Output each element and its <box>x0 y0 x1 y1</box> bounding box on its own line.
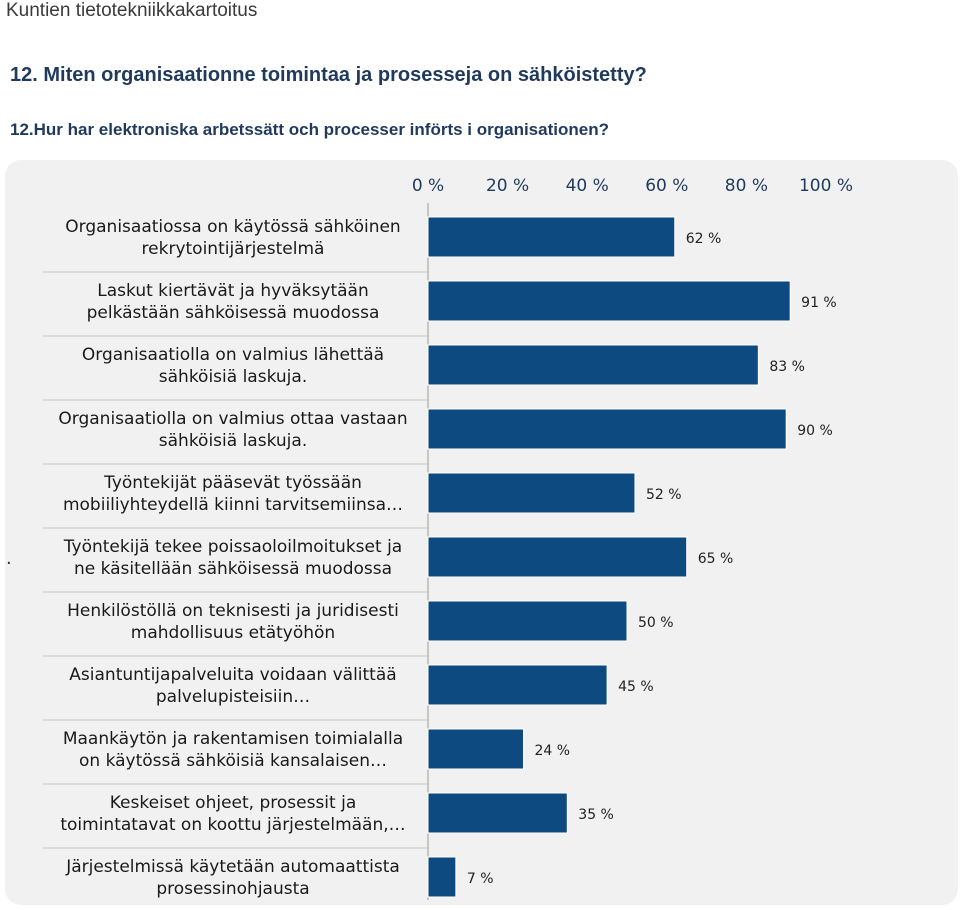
category-label: Laskut kiertävät ja hyväksytään pelkästää… <box>87 281 380 323</box>
category-label: Organisaatiolla on valmius ottaa vastaan… <box>58 409 407 451</box>
category-label: Keskeiset ohjeet, prosessit ja toimintata… <box>60 793 405 835</box>
chart-row: Organisaatiolla on valmius lähettää sähkö… <box>42 335 805 387</box>
data-label: 91 % <box>801 295 837 311</box>
data-label: 45 % <box>618 679 654 695</box>
x-tick-label: 80 % <box>725 176 768 196</box>
bar <box>427 728 525 770</box>
category-label: Työntekijä tekee poissaoloilmoitukset ja… <box>63 537 402 579</box>
x-tick-label: 0 % <box>412 176 444 196</box>
category-label: Organisaatiolla on valmius lähettää sähkö… <box>82 345 384 387</box>
chart-row: Järjestelmissä käytetään automaattista pr… <box>42 847 494 899</box>
category-label: Työntekijät pääsevät työssään mobiiliyhte… <box>63 473 403 515</box>
chart-row: Asiantuntijapalveluita voidaan välittää p… <box>42 655 654 707</box>
bar <box>427 280 791 322</box>
chart-row: Työntekijät pääsevät työssään mobiiliyhte… <box>42 463 682 515</box>
data-label: 90 % <box>797 423 833 439</box>
data-label: 52 % <box>646 487 682 503</box>
bar <box>427 408 787 450</box>
bar <box>427 792 568 834</box>
category-label: Henkilöstöllä on teknisesti ja juridises… <box>67 601 399 643</box>
bar <box>427 600 628 642</box>
chart-row: Työntekijä tekee poissaoloilmoitukset ja… <box>42 527 734 579</box>
chart-rows: Organisaatiossa on käytössä sähköinen rek… <box>42 216 837 899</box>
category-label: Organisaatiossa on käytössä sähköinen rek… <box>65 217 400 259</box>
data-label: 7 % <box>467 871 494 887</box>
data-label: 62 % <box>686 231 722 247</box>
page-header: Kuntien tietotekniikkakartoitus <box>6 0 258 21</box>
data-label: 24 % <box>535 743 571 759</box>
x-tick-label: 100 % <box>799 176 853 196</box>
chart-row: Organisaatiolla on valmius ottaa vastaan… <box>42 399 833 451</box>
chart-row: Henkilöstöllä on teknisesti ja juridises… <box>42 591 674 643</box>
data-label: 35 % <box>578 807 614 823</box>
x-axis-ticks: 0 % 20 % 40 % 60 % 80 % 100 % <box>412 176 853 900</box>
chart-row: Laskut kiertävät ja hyväksytään pelkästää… <box>42 271 837 323</box>
bar <box>427 856 457 898</box>
bar <box>427 216 676 258</box>
chart-row: Keskeiset ohjeet, prosessit ja toimintata… <box>42 783 614 835</box>
x-tick-label: 60 % <box>645 176 688 196</box>
chart-row: Maankäytön ja rakentamisen toimialalla on… <box>42 719 571 771</box>
bar <box>427 472 636 514</box>
question-finnish: 12. Miten organisaationne toimintaa ja p… <box>10 64 647 86</box>
data-label: 50 % <box>638 615 674 631</box>
question-swedish: 12.Hur har elektroniska arbetssätt och p… <box>10 120 609 139</box>
x-tick-label: 40 % <box>566 176 609 196</box>
bar <box>427 344 759 386</box>
category-label: Maankäytön ja rakentamisen toimialalla on… <box>63 729 403 771</box>
data-label: 65 % <box>698 551 734 567</box>
data-label: 83 % <box>769 359 805 375</box>
category-label: Järjestelmissä käytetään automaattista pr… <box>65 857 400 899</box>
stray-mark: . <box>6 548 12 569</box>
bar <box>427 536 688 578</box>
x-tick-label: 20 % <box>486 176 529 196</box>
category-label: Asiantuntijapalveluita voidaan välittää p… <box>69 665 396 707</box>
bar <box>427 664 608 706</box>
chart-row: Organisaatiossa on käytössä sähköinen rek… <box>65 216 722 259</box>
